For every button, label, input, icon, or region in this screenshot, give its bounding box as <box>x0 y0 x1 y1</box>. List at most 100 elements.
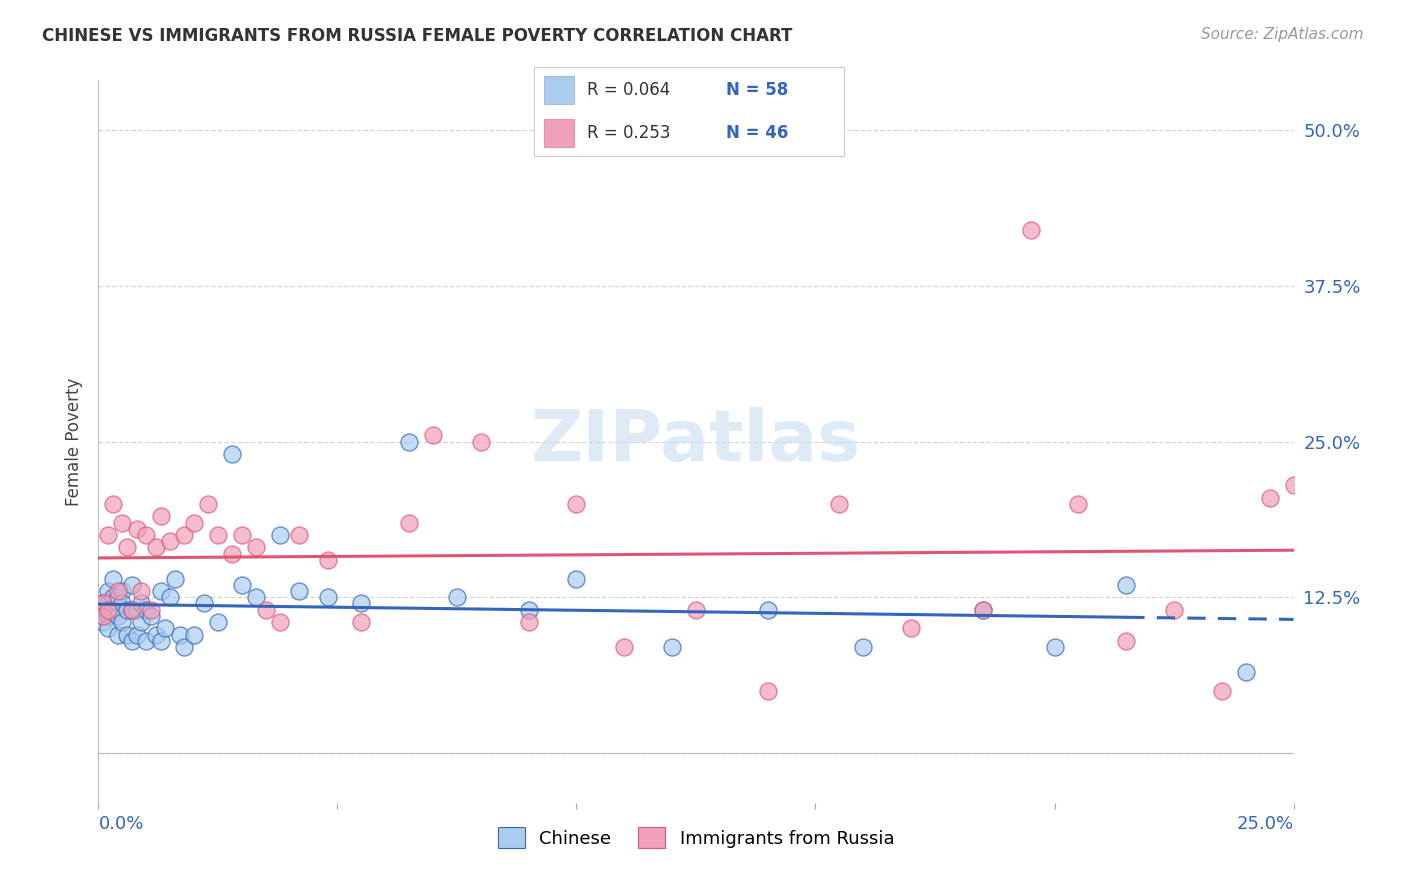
Point <box>613 640 636 654</box>
Point <box>97 603 120 617</box>
Point <box>115 541 138 555</box>
Point <box>121 578 143 592</box>
Point <box>1282 478 1305 492</box>
Point <box>97 621 120 635</box>
Text: CHINESE VS IMMIGRANTS FROM RUSSIA FEMALE POVERTY CORRELATION CHART: CHINESE VS IMMIGRANTS FROM RUSSIA FEMALE… <box>42 27 793 45</box>
Point <box>159 534 181 549</box>
Point <box>1115 578 1137 592</box>
Point <box>159 591 181 605</box>
Point <box>115 627 138 641</box>
Point <box>207 615 229 630</box>
Point <box>135 603 157 617</box>
Point <box>972 603 994 617</box>
Y-axis label: Female Poverty: Female Poverty <box>65 377 83 506</box>
Point <box>852 640 875 654</box>
Legend: Chinese, Immigrants from Russia: Chinese, Immigrants from Russia <box>491 820 901 855</box>
Point <box>163 572 186 586</box>
Text: 0.0%: 0.0% <box>98 815 143 833</box>
FancyBboxPatch shape <box>544 119 575 147</box>
Point <box>145 541 167 555</box>
Text: Source: ZipAtlas.com: Source: ZipAtlas.com <box>1201 27 1364 42</box>
Text: N = 58: N = 58 <box>725 81 789 99</box>
Point <box>107 584 129 599</box>
Point <box>398 434 420 449</box>
Point <box>685 603 707 617</box>
Point <box>517 615 540 630</box>
Point <box>197 497 219 511</box>
Point <box>254 603 277 617</box>
Point <box>145 627 167 641</box>
Point <box>149 584 172 599</box>
Point <box>125 603 148 617</box>
Point <box>115 603 138 617</box>
Point <box>111 615 134 630</box>
Point <box>107 609 129 624</box>
Point <box>422 428 444 442</box>
Point <box>107 591 129 605</box>
Point <box>1043 640 1066 654</box>
Text: R = 0.064: R = 0.064 <box>586 81 671 99</box>
Point <box>149 509 172 524</box>
Point <box>269 528 291 542</box>
Point <box>756 683 779 698</box>
Point <box>101 572 124 586</box>
Point <box>135 633 157 648</box>
Point <box>1163 603 1185 617</box>
Point <box>245 591 267 605</box>
Point <box>1019 223 1042 237</box>
Point <box>97 609 120 624</box>
Point <box>91 603 114 617</box>
Point <box>900 621 922 635</box>
Point <box>1234 665 1257 679</box>
Point <box>398 516 420 530</box>
Point <box>231 578 253 592</box>
Point <box>131 597 153 611</box>
Point <box>288 528 311 542</box>
Point <box>316 553 339 567</box>
Point <box>97 597 120 611</box>
Point <box>470 434 492 449</box>
Point <box>517 603 540 617</box>
Point <box>91 609 114 624</box>
Text: 25.0%: 25.0% <box>1236 815 1294 833</box>
Point <box>565 497 588 511</box>
Point <box>269 615 291 630</box>
Point <box>97 584 120 599</box>
Point <box>221 447 243 461</box>
Point <box>107 627 129 641</box>
Point <box>350 597 373 611</box>
Point <box>183 627 205 641</box>
Point <box>111 516 134 530</box>
Point <box>350 615 373 630</box>
Point <box>91 597 114 611</box>
Point <box>245 541 267 555</box>
Point <box>111 597 134 611</box>
Point <box>972 603 994 617</box>
Point <box>661 640 683 654</box>
Point <box>91 597 114 611</box>
Point <box>101 591 124 605</box>
Text: N = 46: N = 46 <box>725 124 789 142</box>
Point <box>231 528 253 542</box>
Point <box>221 547 243 561</box>
Point <box>828 497 851 511</box>
Point <box>207 528 229 542</box>
FancyBboxPatch shape <box>544 76 575 104</box>
Point <box>97 528 120 542</box>
Point <box>121 603 143 617</box>
Point <box>91 609 114 624</box>
Point <box>101 603 124 617</box>
Point <box>131 615 153 630</box>
Point <box>139 603 162 617</box>
Text: R = 0.253: R = 0.253 <box>586 124 671 142</box>
Text: ZIPatlas: ZIPatlas <box>531 407 860 476</box>
Point <box>1211 683 1233 698</box>
Point <box>173 528 195 542</box>
Point <box>1258 491 1281 505</box>
Point <box>173 640 195 654</box>
Point <box>565 572 588 586</box>
Point <box>193 597 215 611</box>
Point <box>169 627 191 641</box>
Point <box>125 627 148 641</box>
Point <box>149 633 172 648</box>
